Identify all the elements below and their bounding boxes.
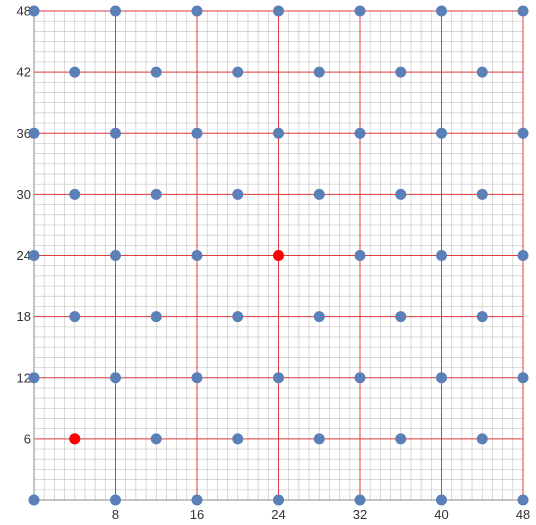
data-point [232, 66, 244, 78]
y-tick-label: 12 [17, 370, 31, 385]
data-point [395, 188, 407, 200]
data-point [69, 311, 81, 323]
data-point [150, 188, 162, 200]
data-point [517, 5, 529, 17]
data-point [191, 250, 203, 261]
data-point [313, 433, 325, 445]
data-point [191, 5, 203, 17]
y-tick-label: 18 [17, 309, 31, 324]
data-point [436, 127, 447, 139]
data-point [395, 66, 407, 78]
data-point [517, 250, 529, 261]
data-point [191, 127, 203, 139]
data-point [28, 250, 40, 261]
data-point [354, 372, 366, 384]
data-point [150, 311, 162, 323]
x-tick-label: 48 [516, 507, 530, 522]
data-point [273, 127, 284, 139]
data-point [110, 127, 121, 139]
data-point [232, 433, 244, 445]
data-point [28, 5, 40, 17]
data-point [436, 494, 447, 506]
x-tick-label: 16 [190, 507, 204, 522]
data-point [436, 250, 447, 261]
data-point [191, 372, 203, 384]
data-point [354, 127, 366, 139]
data-points [28, 5, 529, 506]
data-point [476, 66, 488, 78]
data-point [110, 250, 121, 261]
x-tick-label: 8 [112, 507, 119, 522]
data-point [273, 5, 284, 17]
x-tick-label: 24 [271, 507, 285, 522]
y-tick-label: 24 [17, 248, 31, 263]
highlighted-data-point [69, 433, 81, 445]
data-point [69, 66, 81, 78]
data-point [354, 250, 366, 261]
data-point [476, 433, 488, 445]
y-axis-tick-labels: 6 12 18 24 30 36 42 48 [17, 4, 31, 447]
data-point [110, 372, 121, 384]
highlighted-data-point [273, 250, 284, 261]
data-point [150, 433, 162, 445]
data-point [273, 372, 284, 384]
data-point [313, 188, 325, 200]
data-point [110, 494, 121, 506]
data-point [273, 494, 284, 506]
data-point [28, 372, 40, 384]
data-point [69, 188, 81, 200]
y-tick-label: 48 [17, 4, 31, 19]
data-point [436, 372, 447, 384]
data-point [354, 5, 366, 17]
data-point [476, 311, 488, 323]
data-point [517, 494, 529, 506]
data-point [313, 66, 325, 78]
data-point [313, 311, 325, 323]
data-point [395, 433, 407, 445]
data-point [232, 311, 244, 323]
data-point [150, 66, 162, 78]
y-tick-label: 30 [17, 187, 31, 202]
y-tick-label: 36 [17, 126, 31, 141]
data-point [110, 5, 121, 17]
data-point [232, 188, 244, 200]
data-point [191, 494, 203, 506]
y-tick-label: 42 [17, 65, 31, 80]
x-tick-label: 32 [353, 507, 367, 522]
data-point [517, 127, 529, 139]
data-point [517, 372, 529, 384]
data-point [28, 494, 40, 506]
x-tick-label: 40 [434, 507, 448, 522]
y-tick-label: 6 [24, 431, 31, 446]
data-point [28, 127, 40, 139]
data-point [476, 188, 488, 200]
x-axis-tick-labels: 8 16 24 32 40 48 [112, 507, 530, 522]
data-point [354, 494, 366, 506]
data-point [436, 5, 447, 17]
data-point [395, 311, 407, 323]
